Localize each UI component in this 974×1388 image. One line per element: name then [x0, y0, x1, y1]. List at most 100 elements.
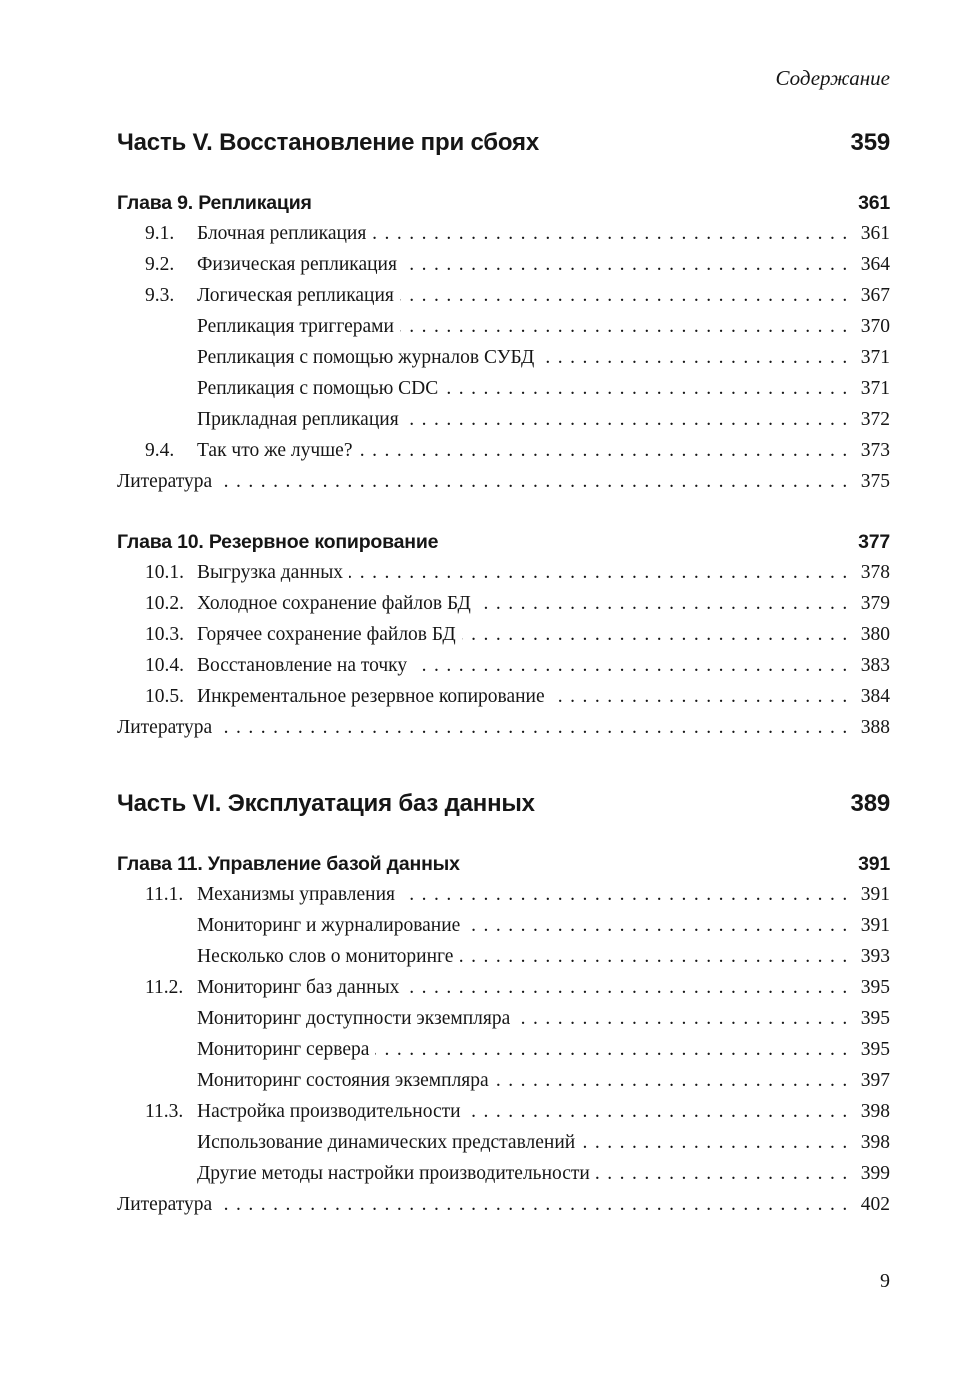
toc-entry-title: Блочная репликация: [197, 223, 367, 244]
toc-entry-page: 384: [860, 686, 890, 707]
toc-entry: Другие методы настройки производительнос…: [117, 1158, 890, 1189]
toc-entry-title: Настройка производительности: [197, 1101, 461, 1122]
toc-chapter-9: Глава 9. Репликация 361 9.1. Блочная реп…: [117, 188, 890, 497]
toc-chapter-heading: Глава 11. Управление базой данных 391: [117, 849, 890, 879]
dot-leader: [540, 342, 854, 373]
toc-part-vi: Часть VI. Эксплуатация баз данных 389 Гл…: [117, 789, 890, 1220]
toc-chapter-heading: Глава 10. Резервное копирование 377: [117, 527, 890, 557]
toc-entry: Мониторинг доступности экземпляра 395: [117, 1003, 890, 1034]
dot-leader: [444, 373, 854, 404]
dot-leader: [372, 218, 854, 249]
toc-entry-title: Мониторинг баз данных: [197, 977, 400, 998]
toc-entry-page: 395: [860, 977, 890, 998]
toc-entry: 10.4. Восстановление на точку 383: [117, 650, 890, 681]
dot-leader: [551, 681, 855, 712]
toc-literature-title: Литература: [117, 471, 213, 492]
toc-entry: 11.3. Настройка производительности 398: [117, 1096, 890, 1127]
toc-entry-title: Механизмы управления: [197, 884, 396, 905]
toc-entry: 9.3. Логическая репликация 367: [117, 280, 890, 311]
toc-entry: Несколько слов о мониторинге 393: [117, 941, 890, 972]
toc-entry-title: Инкрементальное резервное копирование: [197, 686, 545, 707]
toc-entry-title: Выгрузка данных: [197, 562, 344, 583]
toc-literature: Литература 402: [117, 1189, 890, 1220]
toc-entry: Репликация триггерами 370: [117, 311, 890, 342]
toc-literature-title: Литература: [117, 1194, 213, 1215]
toc-entry: 10.3. Горячее сохранение файлов БД 380: [117, 619, 890, 650]
toc-entry-title: Мониторинг доступности экземпляра: [197, 1008, 511, 1029]
toc-entry-title: Мониторинг сервера: [197, 1039, 370, 1060]
toc-entry-page: 399: [860, 1163, 890, 1184]
toc-chapter-heading: Глава 9. Репликация 361: [117, 188, 890, 218]
dot-leader: [477, 588, 855, 619]
dot-leader: [218, 1189, 855, 1220]
toc-entry-page: 395: [860, 1039, 890, 1060]
toc-entry: Репликация с помощью журналов СУБД 371: [117, 342, 890, 373]
toc-literature: Литература 375: [117, 466, 890, 497]
toc-entry-page: 372: [860, 409, 890, 430]
toc-entry-title: Так что же лучше?: [197, 440, 353, 461]
toc-literature-page: 402: [860, 1194, 890, 1215]
toc-entry: Мониторинг состояния экземпляра 397: [117, 1065, 890, 1096]
toc-part-title: Часть V. Восстановление при сбоях: [117, 129, 540, 156]
toc-entry: 9.1. Блочная репликация 361: [117, 218, 890, 249]
toc-entry-number: 10.4.: [145, 655, 184, 676]
dot-leader: [596, 1158, 855, 1189]
toc-entry: Использование динамических представлений…: [117, 1127, 890, 1158]
toc-entry-title: Физическая репликация: [197, 254, 397, 275]
toc-entry: Репликация с помощью CDC 371: [117, 373, 890, 404]
dot-leader: [581, 1127, 855, 1158]
dot-leader: [218, 712, 855, 743]
toc-entry-title: Мониторинг и журналирование: [197, 915, 461, 936]
toc-entry-number: 9.2.: [145, 254, 175, 275]
dot-leader: [462, 619, 855, 650]
toc-entry-title: Несколько слов о мониторинге: [197, 946, 454, 967]
toc-entry-title: Использование динамических представлений: [197, 1132, 576, 1153]
toc-entry: 10.1. Выгрузка данных 378: [117, 557, 890, 588]
dot-leader: [516, 1003, 855, 1034]
toc-entry-page: 361: [860, 223, 890, 244]
toc-part-heading: Часть V. Восстановление при сбоях 359: [117, 128, 890, 158]
toc-entry-page: 364: [860, 254, 890, 275]
toc-entry-page: 367: [860, 285, 890, 306]
toc-entry-page: 397: [860, 1070, 890, 1091]
toc-entry: Мониторинг и журналирование 391: [117, 910, 890, 941]
toc-entry-page: 371: [860, 378, 890, 399]
toc-part-page: 389: [850, 790, 891, 817]
toc-chapter-title: Глава 9. Репликация: [117, 192, 312, 214]
toc-entry-title: Репликация с помощью CDC: [197, 378, 439, 399]
toc-literature-page: 375: [860, 471, 890, 492]
toc-entry-page: 378: [860, 562, 890, 583]
toc-entry-title: Репликация триггерами: [197, 316, 394, 337]
dot-leader: [218, 466, 855, 497]
dot-leader: [405, 404, 855, 435]
toc-entry-title: Логическая репликация: [197, 285, 394, 306]
toc-entry-number: 11.1.: [145, 884, 184, 905]
toc-chapter-11: Глава 11. Управление базой данных 391 11…: [117, 849, 890, 1220]
toc-entry-number: 11.3.: [145, 1101, 184, 1122]
dot-leader: [375, 1034, 854, 1065]
toc-entry-number: 10.3.: [145, 624, 184, 645]
toc-entry-title: Репликация с помощью журналов СУБД: [197, 347, 535, 368]
toc-part-v: Часть V. Восстановление при сбоях 359 Гл…: [117, 128, 890, 743]
toc-entry-page: 391: [860, 915, 890, 936]
toc-chapter-page: 377: [858, 531, 890, 553]
toc-entry-page: 383: [860, 655, 890, 676]
toc-entry: 11.2. Мониторинг баз данных 395: [117, 972, 890, 1003]
toc-entry-page: 398: [860, 1132, 890, 1153]
page-number: 9: [880, 1270, 890, 1292]
running-header: Содержание: [117, 64, 890, 92]
dot-leader: [405, 972, 854, 1003]
toc-entry-number: 10.5.: [145, 686, 184, 707]
toc-entry-number: 9.4.: [145, 440, 175, 461]
toc-entry-page: 370: [860, 316, 890, 337]
toc-entry-title: Мониторинг состояния экземпляра: [197, 1070, 489, 1091]
toc-entry: 11.1. Механизмы управления 391: [117, 879, 890, 910]
toc-literature-page: 388: [860, 717, 890, 738]
dot-leader: [495, 1065, 855, 1096]
dot-leader: [400, 311, 855, 342]
toc-chapter-title: Глава 11. Управление базой данных: [117, 853, 460, 875]
toc-entry-number: 9.1.: [145, 223, 175, 244]
toc-entry-number: 10.1.: [145, 562, 184, 583]
toc-part-heading: Часть VI. Эксплуатация баз данных 389: [117, 789, 890, 819]
toc-part-page: 359: [850, 129, 891, 156]
